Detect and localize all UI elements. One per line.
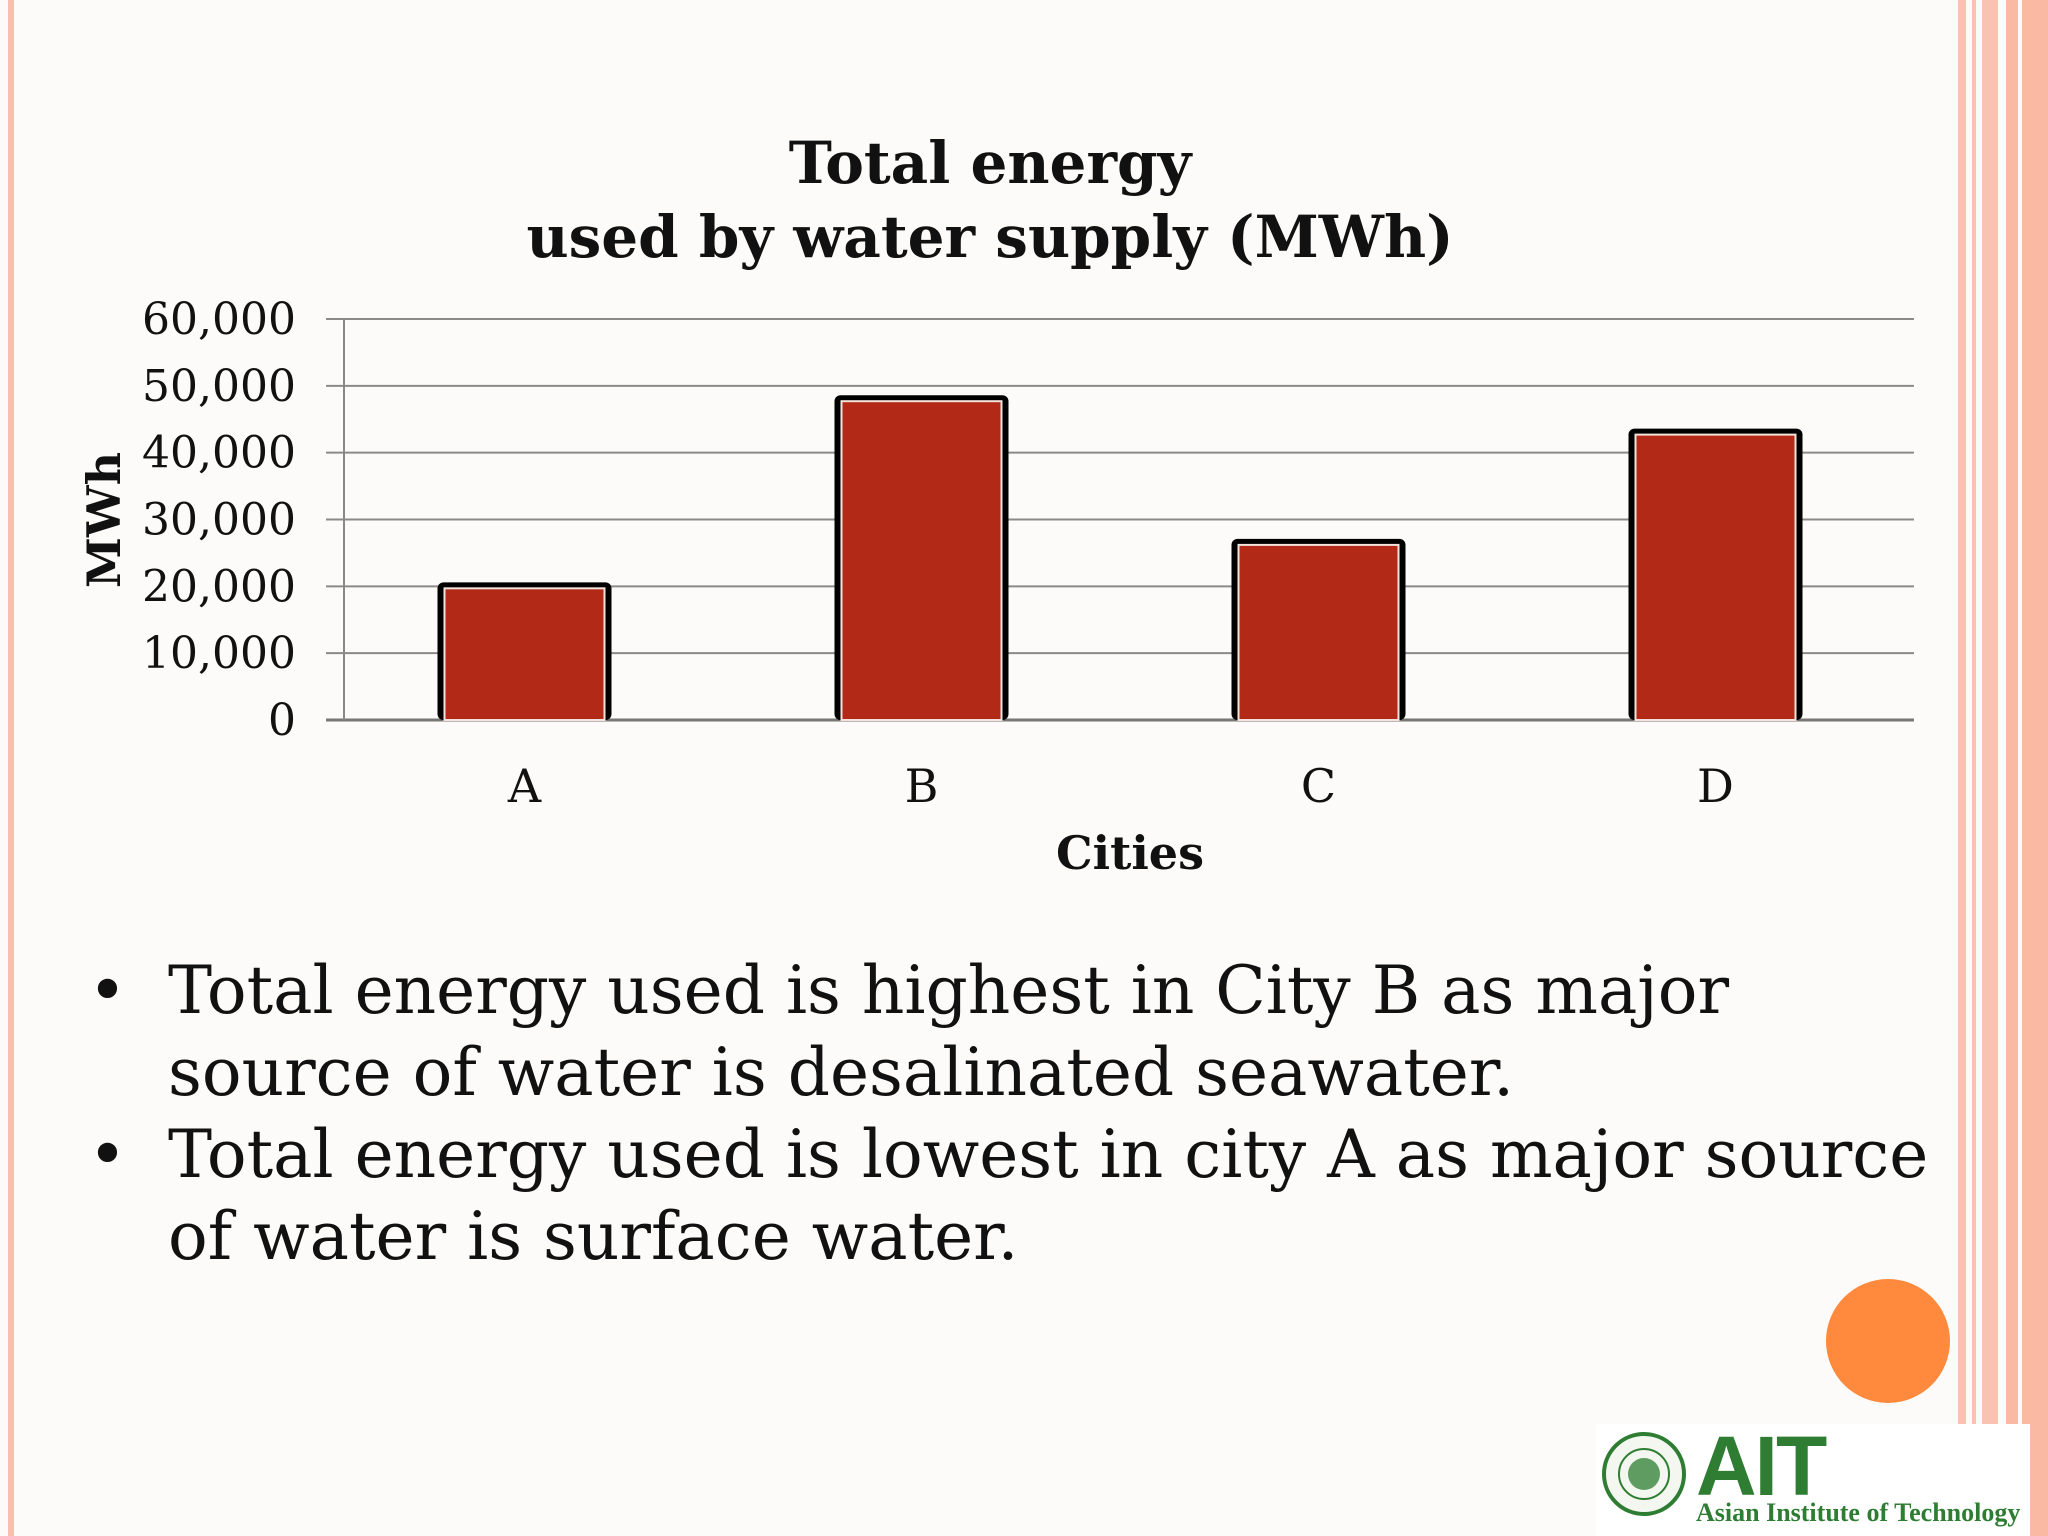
x-tick-label: C xyxy=(1301,759,1336,813)
left-border xyxy=(8,0,14,1536)
y-tick-label: 30,000 xyxy=(142,495,296,546)
seal-icon xyxy=(1602,1432,1686,1516)
decorative-circle xyxy=(1826,1279,1950,1403)
chart-title: Total energy used by water supply (MWh) xyxy=(400,126,1580,274)
x-tick-label: B xyxy=(905,759,939,813)
logo-name: Asian Institute of Technology xyxy=(1696,1498,2021,1527)
bullet-symbol: • xyxy=(88,1116,127,1193)
right-stripe xyxy=(1972,0,1976,1536)
x-axis-label: Cities xyxy=(1056,826,1204,880)
bullet-text: Total energy used is highest in City B a… xyxy=(168,952,1730,1111)
bar xyxy=(840,400,1003,721)
chart-title-line-1: Total energy xyxy=(788,129,1192,197)
bar xyxy=(1237,543,1400,721)
y-tick-label: 0 xyxy=(268,695,296,746)
bullet-item: • Total energy used is highest in City B… xyxy=(80,950,1960,1114)
right-stripe-gap xyxy=(2018,0,2022,1536)
y-tick-label: 10,000 xyxy=(142,628,296,679)
bar xyxy=(1634,433,1797,721)
chart-title-line-2: used by water supply (MWh) xyxy=(526,203,1454,271)
seal-ring xyxy=(1618,1448,1670,1500)
right-stripe xyxy=(2006,0,2048,1536)
bullet-text: Total energy used is lowest in city A as… xyxy=(168,1116,1929,1275)
y-tick-label: 40,000 xyxy=(142,428,296,479)
x-tick-label: A xyxy=(507,759,542,813)
right-stripe xyxy=(1982,0,1998,1536)
y-tick-label: 50,000 xyxy=(142,361,296,412)
ait-logo: AIT Asian Institute of Technology xyxy=(1596,1424,2030,1536)
bullet-symbol: • xyxy=(88,952,127,1029)
y-tick-label: 60,000 xyxy=(142,294,296,345)
globe-icon xyxy=(1628,1458,1660,1490)
bullet-item: • Total energy used is lowest in city A … xyxy=(80,1114,1960,1278)
bullet-list: • Total energy used is highest in City B… xyxy=(80,950,1960,1278)
right-stripe xyxy=(1958,0,1966,1536)
bar-chart: 0 10,000 20,000 30,000 40,000 50,000 60,000 A B C… xyxy=(142,294,1914,813)
bar xyxy=(443,587,606,721)
y-tick-label: 20,000 xyxy=(142,561,296,612)
x-tick-label: D xyxy=(1697,759,1734,813)
logo-mark: AIT xyxy=(1696,1419,1827,1513)
